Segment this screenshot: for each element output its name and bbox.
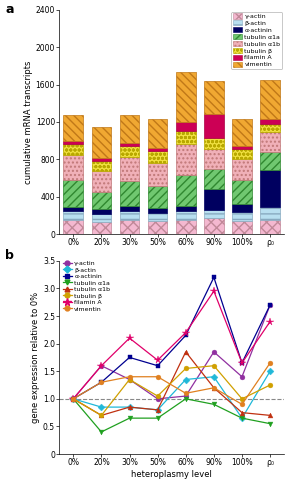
Bar [91,127,111,158]
Bar [232,146,252,149]
Bar [232,119,252,146]
Bar [176,220,196,234]
Bar [204,81,224,114]
Bar [176,144,196,175]
Y-axis label: cumulative mRNA transcripts: cumulative mRNA transcripts [24,60,33,184]
Bar [63,141,83,144]
Bar [63,155,83,181]
Bar [63,181,83,207]
Bar [176,131,196,144]
Bar [260,119,280,124]
Bar [91,192,111,209]
Bar [176,175,196,206]
Bar [120,146,139,156]
Bar [148,221,168,234]
Bar [63,115,83,141]
Bar [120,115,139,143]
Bar [148,119,168,148]
Bar [63,212,83,220]
Bar [120,212,139,220]
Bar [91,158,111,161]
Bar [204,189,224,210]
X-axis label: heteroplasmy level: heteroplasmy level [131,470,212,479]
Bar [91,209,111,213]
Bar [176,72,196,122]
Bar [204,114,224,138]
Bar [148,163,168,186]
Bar [91,170,111,192]
Bar [260,80,280,119]
Bar [148,151,168,163]
Legend: γ-actin, β-actin, α-actinin, tubulin α1a, tubulin α1b, tubulin β, filamin A, vim: γ-actin, β-actin, α-actinin, tubulin α1a… [60,258,113,314]
Bar [232,221,252,234]
Bar [232,149,252,159]
Bar [120,182,139,206]
Bar [176,122,196,131]
Bar [91,161,111,170]
Bar [260,170,280,207]
Bar [232,212,252,221]
Bar [260,152,280,170]
Bar [120,206,139,212]
Bar [204,218,224,234]
Bar [204,169,224,189]
Bar [260,124,280,132]
Bar [260,220,280,234]
Bar [148,186,168,208]
Bar [91,222,111,234]
Bar [204,210,224,218]
Y-axis label: gene expression relative to 0%: gene expression relative to 0% [31,292,40,423]
Bar [260,132,280,152]
Bar [148,148,168,151]
Bar [63,144,83,155]
Bar [204,149,224,169]
Bar [63,207,83,212]
Bar [204,138,224,149]
Bar [63,220,83,234]
Bar [148,213,168,221]
Legend: γ-actin, β-actin, α-actinin, tubulin α1a, tubulin α1b, tubulin β, filamin A, vim: γ-actin, β-actin, α-actinin, tubulin α1a… [231,12,282,69]
Bar [91,213,111,222]
Bar [232,159,252,181]
Text: a: a [5,3,14,16]
Bar [176,212,196,220]
Bar [260,207,280,220]
Text: b: b [5,249,14,262]
Bar [232,181,252,204]
Bar [120,156,139,182]
Bar [120,143,139,146]
Bar [176,206,196,212]
Bar [148,208,168,213]
Bar [232,204,252,212]
Bar [120,220,139,234]
